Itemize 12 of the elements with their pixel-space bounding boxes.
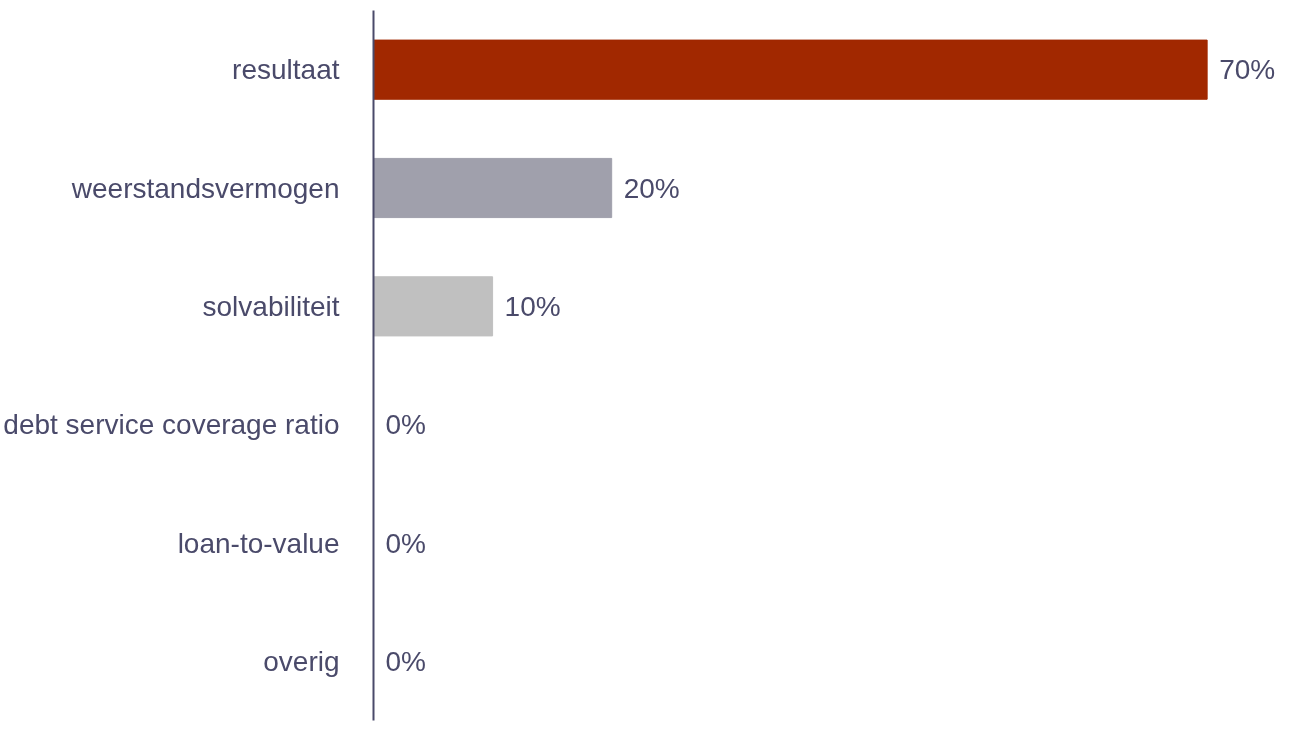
- y-tick-label: loan-to-value: [177, 527, 340, 559]
- y-tick-label: resultaat: [232, 54, 340, 86]
- data-label: 0%: [385, 409, 426, 441]
- data-label: 0%: [385, 527, 426, 559]
- y-tick-label: debt service coverage ratio: [3, 409, 340, 441]
- data-label: 20%: [623, 172, 680, 204]
- data-label: 70%: [1219, 54, 1276, 86]
- data-label: 10%: [504, 290, 561, 322]
- y-tick-label: overig: [263, 645, 340, 677]
- y-tick-label: weerstandsvermogen: [70, 172, 340, 204]
- data-label: 0%: [385, 645, 426, 677]
- y-tick-label: solvabiliteit: [202, 290, 340, 322]
